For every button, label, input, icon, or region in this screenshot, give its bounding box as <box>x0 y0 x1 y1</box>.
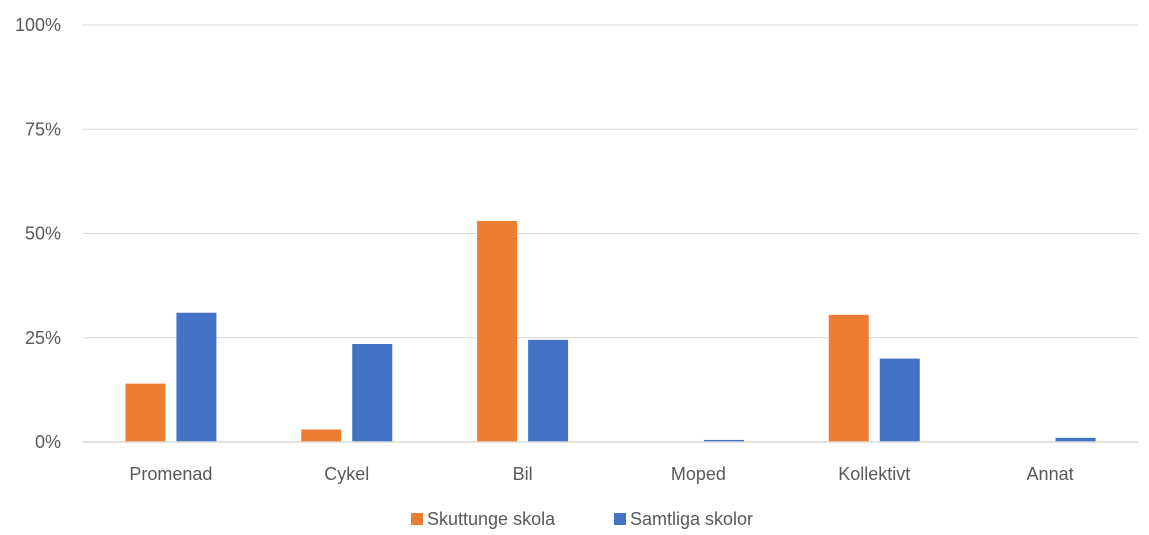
legend: Skuttunge skola Samtliga skolor <box>411 509 753 529</box>
legend-label-series-1: Skuttunge skola <box>427 509 556 529</box>
x-category-label: Bil <box>513 464 533 484</box>
y-tick-label: 75% <box>25 119 61 139</box>
bar-promenad-series-2 <box>176 312 217 442</box>
bar-kollektivt-series-1 <box>828 314 869 442</box>
y-tick-label: 0% <box>35 432 61 452</box>
x-category-label: Annat <box>1027 464 1074 484</box>
x-axis: Promenad Cykel Bil Moped Kollektivt Annat <box>83 441 1138 484</box>
bar-kollektivt-series-2 <box>879 358 920 442</box>
legend-swatch-series-2 <box>614 513 626 525</box>
bar-cykel-series-2 <box>352 344 393 442</box>
x-category-label: Moped <box>671 464 726 484</box>
bar-annat-series-2 <box>1055 437 1096 442</box>
x-category-label: Promenad <box>129 464 212 484</box>
legend-label-series-2: Samtliga skolor <box>630 509 753 529</box>
bars <box>125 220 1096 442</box>
y-axis-ticks: 0% 25% 50% 75% 100% <box>15 15 61 452</box>
bar-moped-series-2 <box>703 439 744 442</box>
bar-promenad-series-1 <box>125 383 166 442</box>
bar-cykel-series-1 <box>301 429 342 442</box>
legend-swatch-series-1 <box>411 513 423 525</box>
bar-bil-series-1 <box>477 220 518 442</box>
x-category-label: Kollektivt <box>838 464 910 484</box>
y-tick-label: 100% <box>15 15 61 35</box>
gridlines <box>83 24 1138 339</box>
y-tick-label: 25% <box>25 328 61 348</box>
y-tick-label: 50% <box>25 224 61 244</box>
x-category-label: Cykel <box>324 464 369 484</box>
bar-bil-series-2 <box>528 339 569 442</box>
